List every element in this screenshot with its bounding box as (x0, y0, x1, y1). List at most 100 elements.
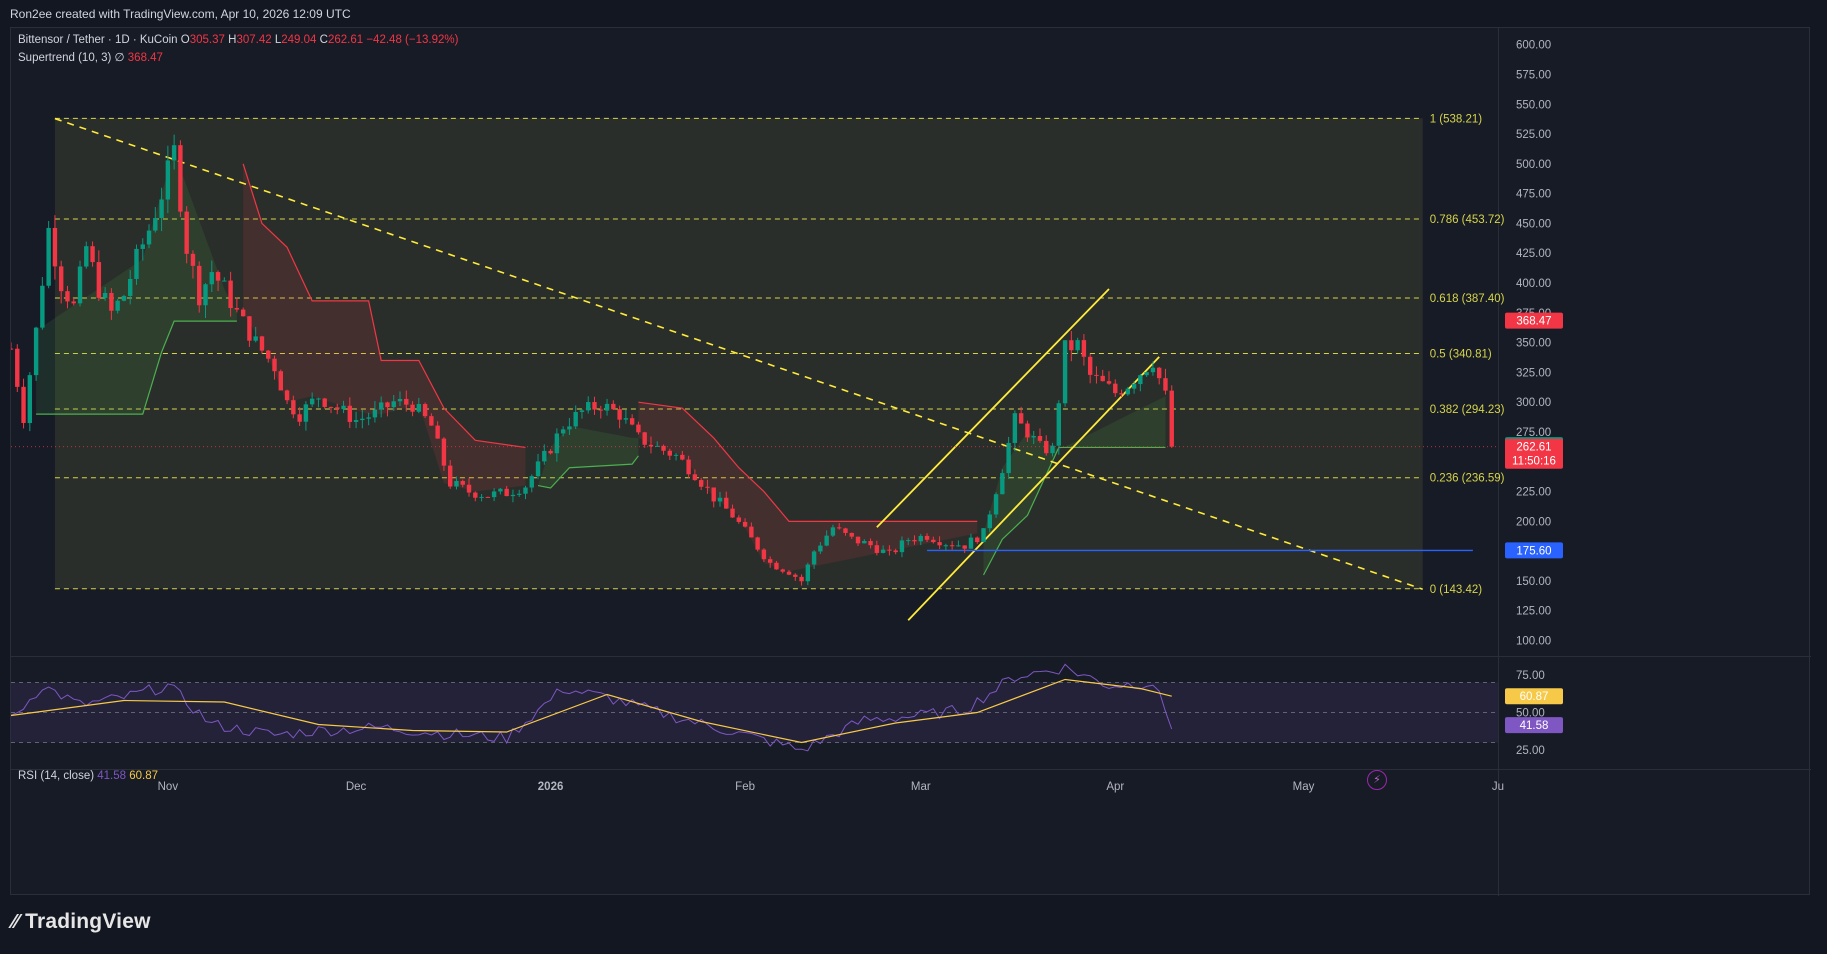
candle-body (228, 280, 233, 309)
open-label: O (180, 34, 190, 46)
candle-body (874, 545, 880, 553)
candle-body (837, 527, 842, 529)
candle-body (102, 292, 108, 298)
candle-body (366, 417, 371, 419)
supertrend-legend[interactable]: Supertrend (10, 3) ∅ 368.47 (18, 50, 163, 64)
candle-body (159, 199, 164, 219)
candle-body (1144, 372, 1149, 376)
candle-body (247, 316, 252, 341)
candle-body (1012, 413, 1018, 443)
time-tick-label: May (1293, 781, 1315, 793)
candle-body (868, 540, 873, 546)
price-tick-label: 550.00 (1516, 99, 1551, 111)
countdown-label: 11:50:16 (1512, 456, 1556, 468)
symbol-legend[interactable]: Bittensor / Tether · 1D · KuCoin O305.37… (18, 34, 458, 46)
candle-body (717, 497, 723, 502)
rsi-line (11, 663, 1173, 752)
tradingview-logo[interactable]: ⁄⁄ TradingView (12, 910, 151, 934)
lightning-icon[interactable]: ⚡ (1367, 770, 1387, 790)
price-tick-label: 575.00 (1516, 69, 1551, 81)
price-tick-label: 150.00 (1516, 576, 1551, 588)
candle-body (134, 248, 139, 279)
candle-body (698, 480, 704, 487)
candle-body (780, 569, 785, 572)
candle-body (604, 403, 610, 411)
candle-body (1138, 375, 1143, 385)
fib-level-label: 0.786 (453.72) (1430, 214, 1505, 226)
candle-body (1094, 374, 1099, 376)
candle-body (272, 358, 277, 372)
price-tick-label: 475.00 (1516, 189, 1551, 201)
candle-body (761, 549, 767, 560)
candle-body (736, 517, 742, 522)
tradingview-mark-icon: ⁄⁄ (12, 911, 20, 933)
low-label: L (274, 34, 282, 46)
candle-body (1025, 423, 1030, 438)
candle-body (291, 400, 296, 415)
candle-body (981, 528, 986, 543)
time-tick-label: Mar (911, 781, 931, 793)
candle-body (485, 496, 491, 498)
candle-body (435, 425, 440, 439)
candle-body (1056, 403, 1062, 446)
rsi-ma-line (11, 678, 1172, 744)
candle-body (316, 398, 321, 400)
candle-body (121, 295, 127, 301)
candle-body (906, 540, 911, 542)
candle-body (824, 535, 829, 546)
candle-body (303, 404, 309, 422)
price-tick-label: 500.00 (1516, 159, 1551, 171)
rsi-ma-value: 60.87 (129, 770, 159, 782)
brand-name: TradingView (25, 910, 151, 933)
price-chart[interactable]: 1 (538.21) 0.786 (453.72) 0.618 (387.40) 0.… (11, 28, 1811, 896)
supertrend-fill (983, 396, 1166, 575)
candle-body (724, 497, 729, 509)
time-tick-label: Nov (158, 781, 179, 793)
fib-level-label: 0 (143.42) (1430, 584, 1483, 596)
candle-body (416, 404, 422, 412)
candle-body (855, 536, 861, 544)
candle-body (353, 420, 359, 422)
candle-body (711, 487, 716, 502)
chart-frame[interactable]: 1 (538.21) 0.786 (453.72) 0.618 (387.40) 0.… (10, 27, 1811, 896)
candle-body (899, 540, 905, 553)
price-tick-label: 600.00 (1516, 40, 1551, 52)
candle-body (1100, 375, 1105, 382)
candle-body (109, 292, 114, 311)
candle-body (1050, 445, 1055, 454)
candle-body (115, 300, 120, 311)
fib-level-label: 1 (538.21) (1430, 113, 1483, 125)
candle-body (523, 487, 528, 494)
candle-body (84, 246, 89, 267)
candle-body (968, 537, 974, 549)
candle-body (447, 465, 453, 487)
candle-body (259, 336, 265, 351)
candle-body (178, 145, 183, 212)
rsi-legend[interactable]: RSI (14, close) 41.58 60.87 (18, 770, 158, 782)
supertrend-fill (243, 163, 526, 492)
candle-body (146, 230, 152, 245)
price-label-badge (1505, 312, 1563, 329)
rsi-band (11, 682, 1498, 743)
candle-body (592, 402, 597, 410)
time-tick-label: Apr (1106, 781, 1124, 793)
candle-body (542, 450, 547, 462)
candle-body (548, 450, 553, 454)
supertrend-value: 368.47 (127, 52, 163, 64)
low-value: 249.04 (281, 34, 317, 46)
candle-body (266, 350, 271, 359)
candle-body (65, 291, 70, 302)
price-tick-label: 325.00 (1516, 367, 1551, 379)
candle-body (1169, 390, 1174, 447)
high-label: H (228, 34, 237, 46)
candle-body (636, 424, 641, 433)
candle-body (849, 532, 854, 537)
candle-body (1087, 356, 1093, 375)
candle-body (491, 491, 497, 498)
price-tick-label: 400.00 (1516, 278, 1551, 290)
candle-body (949, 545, 955, 547)
open-value: 305.37 (189, 34, 225, 46)
candle-body (222, 280, 227, 282)
candle-body (378, 402, 384, 410)
candle-body (504, 488, 509, 497)
